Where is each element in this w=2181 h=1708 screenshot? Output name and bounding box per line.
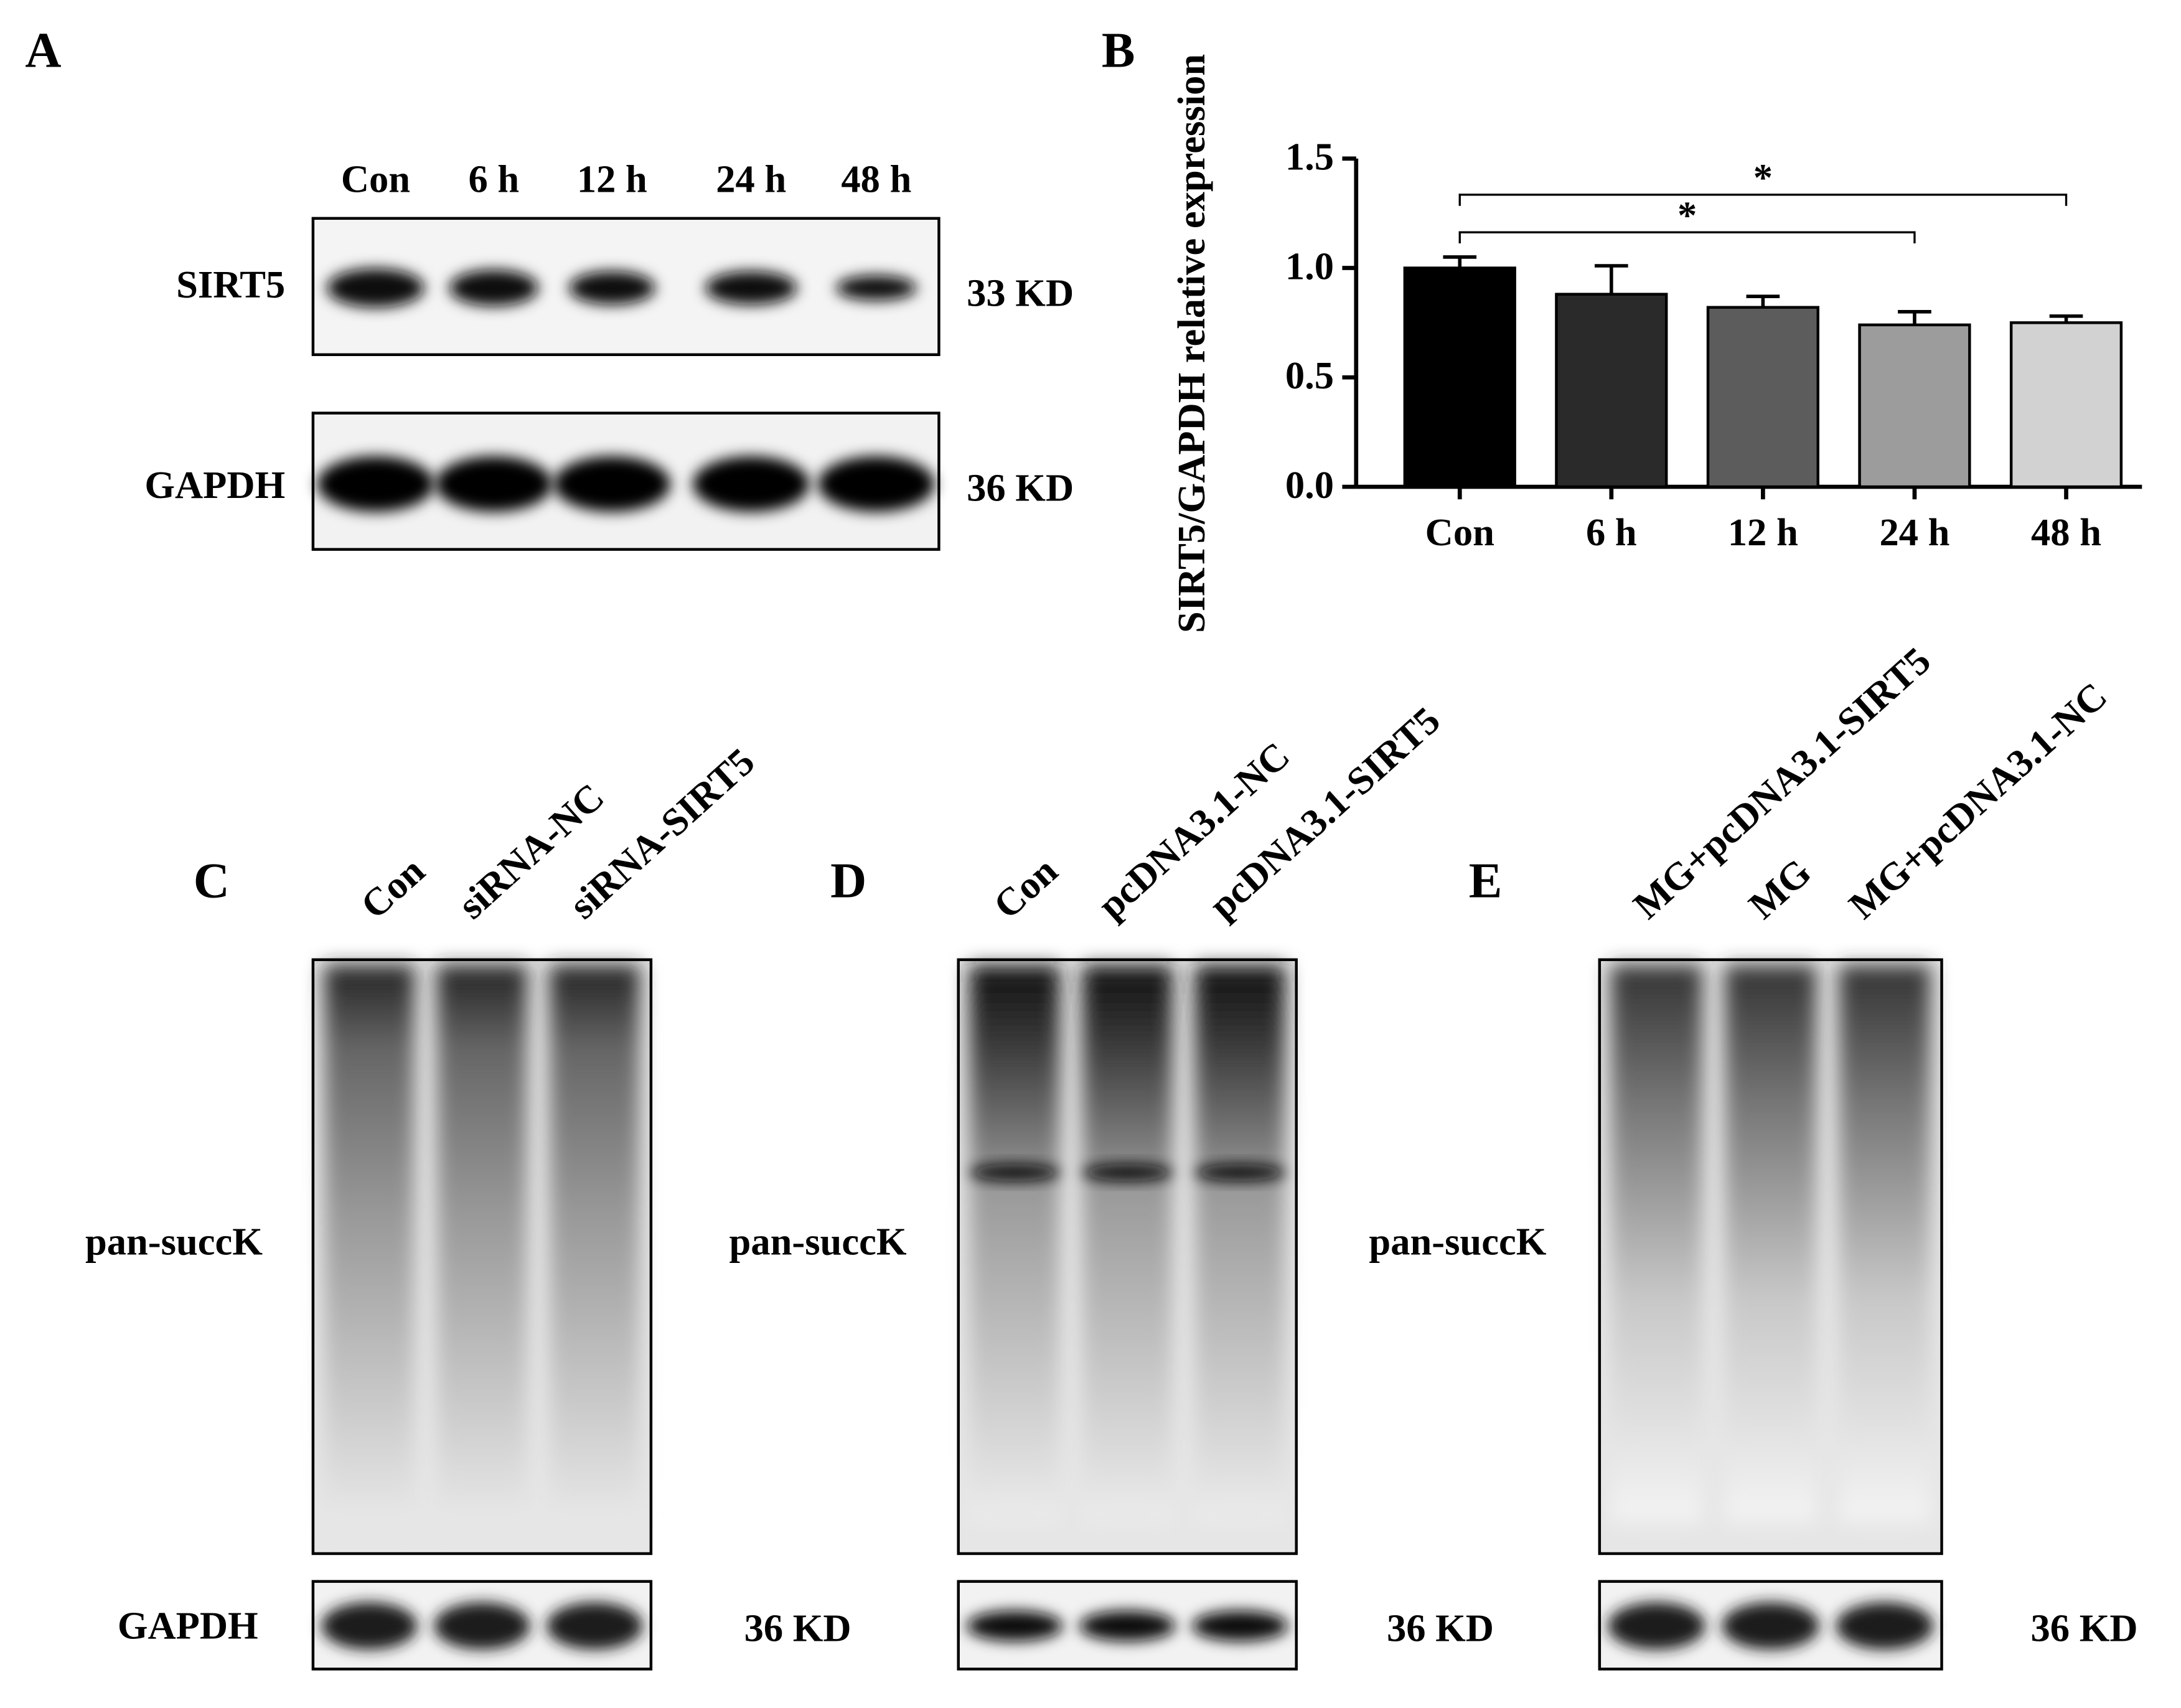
band [1082,1164,1173,1181]
blot-frame [1598,958,1943,1556]
band-size: 33 KD [967,271,1074,315]
band [327,268,424,307]
blot-frame [311,958,653,1556]
band [1194,1164,1285,1181]
band-label: SIRT5 [176,263,285,306]
band [435,456,553,512]
significance-label: * [1753,156,1773,199]
band-label: GAPDH [144,463,285,507]
panel-label: B [1102,22,1135,78]
y-tick-label: 1.5 [1285,135,1334,179]
lane-smear [436,965,528,1522]
bar [1706,306,1820,489]
panel-label: E [1469,853,1503,908]
band [818,456,935,512]
loading-label: GAPDH [118,1603,258,1647]
band [546,1602,643,1650]
x-tick-label: 12 h [1728,510,1798,554]
bar [1403,266,1516,489]
bar [2009,321,2123,489]
band [967,1610,1063,1641]
lane-label: 6 h [469,157,520,200]
blot-label: pan-succK [85,1220,263,1264]
y-axis-title: SIRT5/GAPDH relative expression [1170,54,1213,633]
significance-bracket [1458,194,2068,206]
lane-label: Con [341,157,410,200]
lane-smear [1839,965,1931,1522]
band-size: 36 KD [967,466,1074,509]
band [705,271,797,305]
panel-label: A [25,22,61,78]
band [1608,1602,1705,1650]
band [317,456,434,512]
blot-frame [957,958,1298,1556]
band [836,275,917,301]
band [1192,1610,1288,1641]
band [553,456,671,512]
blot-frame [311,217,940,357]
band-size: 36 KD [1387,1607,1494,1650]
blot-frame [311,1580,653,1671]
lane-label: 48 h [841,157,911,200]
y-tick-label: 1.0 [1285,244,1334,288]
bar-chart: B SIRT5/GAPDH relative expression 0.0 0.5 1.… [1102,22,2142,633]
blot-label: pan-succK [729,1220,907,1264]
band-size: 36 KD [2031,1607,2138,1650]
y-tick-label: 0.5 [1285,354,1334,397]
lane-label: Con [352,848,433,927]
x-tick-label: Con [1425,510,1494,554]
x-tick-label: 48 h [2031,510,2101,554]
lane-smear [1610,965,1703,1522]
band [1722,1602,1819,1650]
x-tick-label: 6 h [1586,510,1637,554]
panel-label: D [830,853,866,908]
lane-smear [969,965,1060,1522]
band [321,1602,418,1650]
lane-smear [324,965,415,1522]
significance-label: * [1677,193,1697,237]
lane-label: 12 h [577,157,647,200]
lane-label: 24 h [716,157,786,200]
blot-frame [311,411,940,551]
band [969,1164,1060,1181]
lane-label: siRNA-SIRT5 [561,739,762,927]
band [692,456,810,512]
band [569,271,655,305]
blot-label: pan-succK [1369,1220,1546,1264]
band [1836,1602,1934,1650]
y-tick-label: 0.0 [1285,463,1334,507]
bar [1555,293,1668,489]
lane-label: pcDNA3.1-NC [1089,733,1298,927]
lane-smear [549,965,640,1522]
lane-label: Con [985,848,1066,927]
band-size: 36 KD [744,1607,851,1650]
band [449,270,538,306]
band [1079,1610,1176,1641]
panel-label: C [194,853,230,908]
lane-smear [1194,965,1285,1522]
lane-smear [1082,965,1173,1522]
significance-bracket [1458,231,1916,244]
blot-frame [1598,1580,1943,1671]
blot-frame [957,1580,1298,1671]
bar [1858,323,1971,489]
band [434,1602,530,1650]
lane-smear [1724,965,1817,1522]
x-tick-label: 24 h [1879,510,1949,554]
lane-label: MG [1740,850,1819,927]
